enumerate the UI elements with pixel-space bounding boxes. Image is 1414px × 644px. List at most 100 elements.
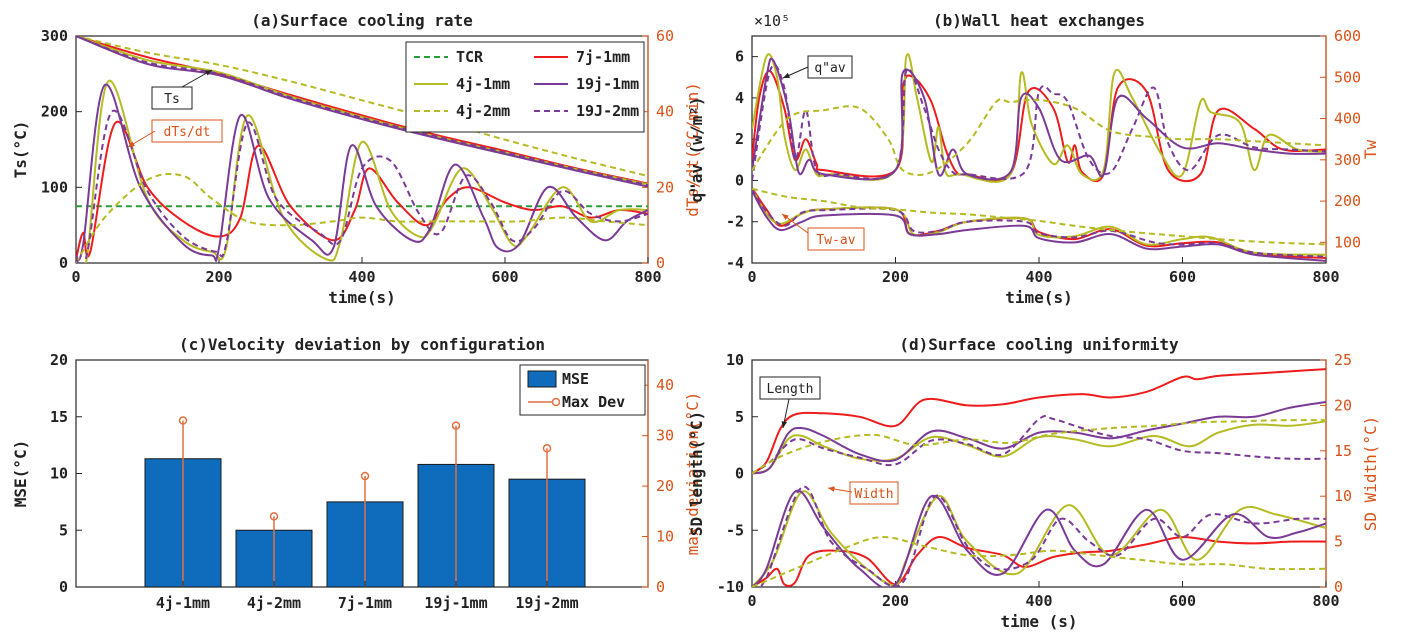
- x-axis-label: time (s): [1000, 612, 1077, 631]
- x-tick-label: 800: [634, 268, 661, 286]
- y-right-axis-label: dTs/dt(°C/min): [683, 82, 702, 217]
- legend-label: 19J-2mm: [576, 102, 639, 120]
- y-right-tick-label: 5: [1334, 533, 1343, 551]
- y-axis-label: Ts(°C): [11, 121, 30, 179]
- y-right-tick-label: 300: [1334, 151, 1361, 169]
- stem-marker: [360, 471, 370, 481]
- series-line-4j-1mm-left: [752, 420, 1326, 475]
- y-tick-label: 300: [41, 27, 68, 45]
- series-line-4j-2mm-right: [752, 536, 1326, 587]
- x-tick-label: 600: [1169, 268, 1196, 286]
- x-tick-label: 0: [747, 592, 756, 610]
- legend-swatch-marker: [551, 397, 561, 407]
- x-tick-label: 4j-1mm: [156, 594, 210, 612]
- series-line-4j-2mm-right: [752, 187, 1326, 246]
- x-axis-label: time(s): [1005, 288, 1072, 307]
- series-line-19j-1mm-right: [752, 190, 1326, 262]
- x-tick-label: 0: [71, 268, 80, 286]
- y-axis-label: SD length(°C): [687, 411, 706, 536]
- y-right-tick-label: 100: [1334, 233, 1361, 251]
- y-axis-label: q"av (w/m²): [687, 97, 706, 203]
- series-line-19j-1mm-left: [76, 36, 648, 188]
- y-tick-label: -5: [726, 521, 744, 539]
- y-right-tick-label: 20: [656, 477, 674, 495]
- series-line-19j-2mm-right: [752, 485, 1326, 587]
- series-line-19j-2mm-right: [76, 109, 648, 263]
- annotation-twav-box: [807, 227, 865, 251]
- panel-d: (d)Surface cooling uniformity -10 -5 0 5 10 0 5…: [687, 335, 1380, 631]
- series-line-19j-2mm-right: [752, 188, 1326, 258]
- y-right-tick-label: 600: [1334, 27, 1361, 45]
- x-tick-label: 800: [1312, 268, 1339, 286]
- legend-label: 19j-1mm: [576, 75, 639, 93]
- y-tick-label: 6: [735, 48, 744, 66]
- legend-swatch-mse: [527, 370, 557, 388]
- y-right-tick-label: 10: [656, 528, 674, 546]
- plot-frame: [751, 359, 1327, 588]
- legend: TCR 7j-1mm 4j-1mm 19j-1mm 4j-2mm 19J-2mm: [405, 41, 645, 133]
- stem-marker: [451, 421, 461, 430]
- y-right-tick-label: 40: [656, 376, 674, 394]
- x-tick-label: 4j-2mm: [247, 594, 301, 612]
- annotation-length-box: [759, 376, 821, 400]
- y-tick-label: 5: [735, 408, 744, 426]
- chart-title: (d)Surface cooling uniformity: [899, 335, 1179, 354]
- stem-marker: [269, 512, 279, 521]
- y-tick-label: 0: [735, 171, 744, 189]
- panel-a: (a)Surface cooling rate 0 100 200 300 0 20 40 60…: [11, 11, 702, 307]
- y-right-tick-label: 0: [1334, 578, 1343, 596]
- y-tick-label: 20: [50, 351, 68, 369]
- series-line-7j-1mm-right: [752, 536, 1326, 587]
- x-tick-label: 0: [747, 268, 756, 286]
- series-line-4j-1mm-right: [752, 490, 1326, 587]
- y-right-axis-label: SD Width(°C): [1361, 416, 1380, 532]
- series-line-19j-1mm-right: [752, 489, 1326, 587]
- x-tick-label: 400: [348, 268, 375, 286]
- series-line-7j-1mm-left: [752, 368, 1326, 475]
- x-tick-label: 800: [1312, 592, 1339, 610]
- y-right-tick-label: 20: [1334, 396, 1352, 414]
- y-tick-label: 5: [59, 521, 68, 539]
- series-line-19j-2mm-left: [752, 64, 1326, 181]
- y-tick-label: -10: [717, 578, 744, 596]
- y-right-tick-label: 30: [656, 427, 674, 445]
- x-tick-label: 19j-2mm: [515, 594, 578, 612]
- series-line-4j-2mm-left: [752, 419, 1326, 475]
- series-line-4j-2mm-left: [76, 36, 648, 177]
- y-right-tick-label: 20: [656, 178, 674, 196]
- annotation-width-box: [849, 481, 899, 505]
- y-right-tick-label: 0: [656, 254, 665, 272]
- x-tick-label: 600: [491, 268, 518, 286]
- x-tick-label: 200: [205, 268, 232, 286]
- y-tick-label: 0: [735, 465, 744, 483]
- series-line-19j-2mm-left: [752, 415, 1326, 475]
- y-right-tick-label: 10: [1334, 487, 1352, 505]
- series-group: [76, 36, 648, 263]
- x-tick-label: 7j-1mm: [338, 594, 392, 612]
- y-tick-label: 2: [735, 130, 744, 148]
- annotation-qav-arrow-head: [783, 72, 790, 78]
- legend-label: 7j-1mm: [576, 48, 630, 66]
- annotation-dtsdt-arrow-head: [128, 141, 135, 147]
- y-tick-label: 10: [726, 351, 744, 369]
- y-scale-label: ×10⁵: [754, 12, 790, 30]
- y-right-tick-label: 500: [1334, 68, 1361, 86]
- y-tick-label: -2: [726, 213, 744, 231]
- legend-label: 4j-1mm: [456, 75, 510, 93]
- y-tick-label: 15: [50, 408, 68, 426]
- series-line-19j-1mm-left: [752, 401, 1326, 475]
- series-line-4j-1mm-left: [76, 36, 648, 186]
- annotation-length: Length: [767, 382, 814, 397]
- chart-title: (c)Velocity deviation by configuration: [179, 335, 545, 354]
- x-tick-label: 200: [882, 592, 909, 610]
- series-line-4j-2mm-left: [752, 98, 1326, 176]
- annotation-width-arrow-head: [828, 486, 835, 492]
- x-tick-label: 600: [1169, 592, 1196, 610]
- y-tick-label: 0: [59, 254, 68, 272]
- chart-title: (a)Surface cooling rate: [251, 11, 473, 30]
- series-group: [752, 368, 1326, 587]
- series-line-19j-1mm-left: [752, 57, 1326, 181]
- x-axis-label: time(s): [328, 288, 395, 307]
- y-right-axis-label: Tw: [1361, 140, 1380, 160]
